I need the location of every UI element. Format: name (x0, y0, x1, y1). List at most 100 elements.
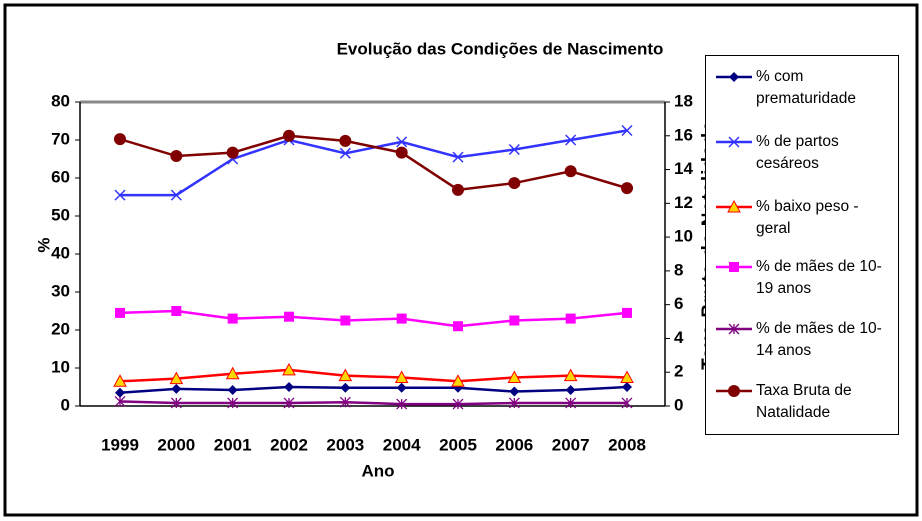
marker (729, 72, 739, 82)
marker (284, 311, 294, 322)
y-tick-label: 50 (51, 205, 70, 224)
chart-title: Evolução das Condições de Nascimento (337, 39, 664, 58)
marker (622, 307, 632, 318)
marker (282, 362, 296, 376)
marker (451, 374, 465, 387)
x-tick-label: 2001 (214, 435, 252, 454)
marker (113, 374, 127, 387)
marker (340, 315, 351, 326)
marker (621, 397, 633, 409)
legend-icon (716, 72, 752, 82)
y2-tick-label: 14 (674, 159, 693, 178)
marker (729, 262, 739, 272)
marker (728, 385, 740, 397)
legend-item: % de mães de 10-19 anos (706, 256, 900, 300)
x-tick-label: 2002 (270, 435, 308, 454)
legend-label: % de mães de 10-14 anos (756, 320, 882, 359)
marker (283, 397, 295, 409)
marker (621, 182, 633, 195)
legend-label: Taxa Bruta de Natalidade (756, 382, 852, 421)
marker (169, 371, 184, 385)
x-tick-label: 1999 (101, 435, 139, 454)
marker (507, 370, 522, 383)
marker (395, 146, 408, 159)
y-tick-label: 40 (51, 243, 70, 262)
marker (340, 382, 351, 393)
marker (563, 368, 578, 382)
legend-item: % baixo peso - geral (706, 196, 900, 240)
y2-tick-label: 0 (674, 395, 683, 414)
marker (171, 383, 182, 394)
y2-tick-label: 2 (674, 362, 683, 381)
x-tick-label: 2008 (608, 435, 646, 454)
marker (396, 398, 408, 410)
marker (225, 366, 240, 380)
marker (565, 385, 576, 396)
x-tick-label: 2000 (157, 435, 195, 454)
marker (622, 382, 632, 392)
marker (227, 397, 239, 409)
series-line (119, 134, 628, 192)
marker (452, 398, 464, 410)
marker (509, 315, 520, 326)
y-tick-label: 10 (51, 357, 70, 376)
marker (508, 397, 520, 409)
marker (620, 370, 634, 383)
marker (564, 165, 577, 178)
series-line (119, 385, 628, 394)
marker (170, 189, 182, 201)
legend-label: % baixo peso - geral (756, 198, 859, 237)
marker (728, 323, 740, 335)
legend-item: % de partos cesáreos (706, 131, 900, 175)
legend-icon (716, 199, 752, 213)
marker (727, 199, 741, 213)
x-axis-label: Ano (361, 461, 394, 480)
x-tick-label: 2007 (552, 435, 590, 454)
marker (227, 385, 238, 396)
marker (114, 395, 126, 407)
x-tick-label: 2004 (383, 435, 421, 454)
y-tick-label: 20 (51, 319, 70, 338)
y-tick-label: 0 (61, 395, 70, 414)
y2-tick-label: 10 (674, 227, 693, 246)
legend-icon (716, 262, 752, 272)
marker (452, 151, 464, 163)
series-line (119, 368, 628, 383)
legend-icon (716, 385, 752, 397)
marker (114, 133, 126, 146)
legend-item: % com prematuridade (706, 66, 900, 110)
marker (508, 177, 521, 190)
marker (394, 370, 409, 383)
y-axis-label: % (34, 237, 53, 252)
marker (565, 397, 577, 409)
series-line (119, 309, 628, 328)
series-line (119, 400, 627, 406)
marker (565, 313, 576, 324)
marker (728, 136, 740, 148)
x-tick-label: 2003 (326, 435, 364, 454)
legend-label: % com prematuridade (756, 68, 856, 107)
marker (339, 134, 352, 147)
legend-item: Taxa Bruta de Natalidade (706, 380, 900, 424)
y-tick-label: 80 (51, 91, 70, 110)
y2-tick-label: 6 (674, 294, 683, 313)
marker (396, 136, 408, 148)
marker (114, 189, 126, 201)
legend: % com prematuridade % de partos cesáreos%… (705, 55, 899, 435)
marker (396, 382, 407, 393)
y2-tick-label: 18 (674, 91, 693, 110)
marker (509, 386, 520, 397)
legend-label: % de partos cesáreos (756, 133, 839, 172)
legend-label: % de mães de 10-19 anos (756, 258, 882, 297)
marker (453, 321, 463, 332)
legend-icon (716, 136, 752, 148)
y2-tick-label: 16 (674, 125, 693, 144)
y-tick-label: 60 (51, 167, 70, 186)
marker (170, 397, 182, 409)
legend-icon (716, 323, 752, 335)
y2-tick-label: 12 (674, 193, 693, 212)
marker (508, 143, 520, 156)
marker (115, 387, 125, 398)
marker (565, 134, 577, 146)
